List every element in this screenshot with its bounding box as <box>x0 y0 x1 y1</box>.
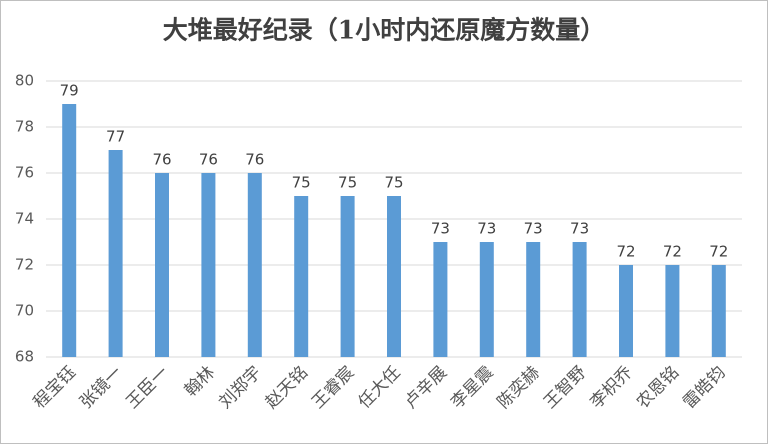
data-label: 72 <box>663 243 682 261</box>
y-tick-label: 68 <box>15 348 34 366</box>
bar <box>572 242 587 357</box>
data-label: 72 <box>616 243 635 261</box>
y-tick-label: 70 <box>15 302 34 320</box>
data-label: 79 <box>60 82 79 100</box>
bar <box>108 150 123 357</box>
bar <box>247 173 262 357</box>
data-label: 73 <box>524 220 543 238</box>
y-tick-label: 74 <box>15 210 34 228</box>
y-tick-label: 78 <box>15 118 34 136</box>
bar <box>433 242 448 357</box>
data-label: 76 <box>199 151 218 169</box>
data-label: 72 <box>709 243 728 261</box>
bar <box>665 265 680 357</box>
bar <box>201 173 216 357</box>
bar <box>387 196 401 357</box>
bar <box>526 242 541 357</box>
data-label: 76 <box>152 151 171 169</box>
bar <box>62 104 77 357</box>
data-label: 76 <box>245 151 264 169</box>
data-label: 77 <box>106 128 125 146</box>
data-label: 75 <box>338 174 357 192</box>
bar <box>155 173 169 357</box>
bar <box>340 196 355 357</box>
chart-title: 大堆最好纪录（1小时内还原魔方数量） <box>163 16 605 45</box>
data-label: 75 <box>384 174 403 192</box>
data-label: 73 <box>477 220 496 238</box>
bar <box>711 265 726 357</box>
bar <box>479 242 494 357</box>
data-label: 73 <box>431 220 450 238</box>
y-tick-label: 76 <box>15 164 34 182</box>
bar <box>294 196 309 357</box>
y-tick-label: 80 <box>15 72 34 90</box>
bar <box>619 265 633 357</box>
data-label: 73 <box>570 220 589 238</box>
data-label: 75 <box>292 174 311 192</box>
y-tick-label: 72 <box>15 256 34 274</box>
